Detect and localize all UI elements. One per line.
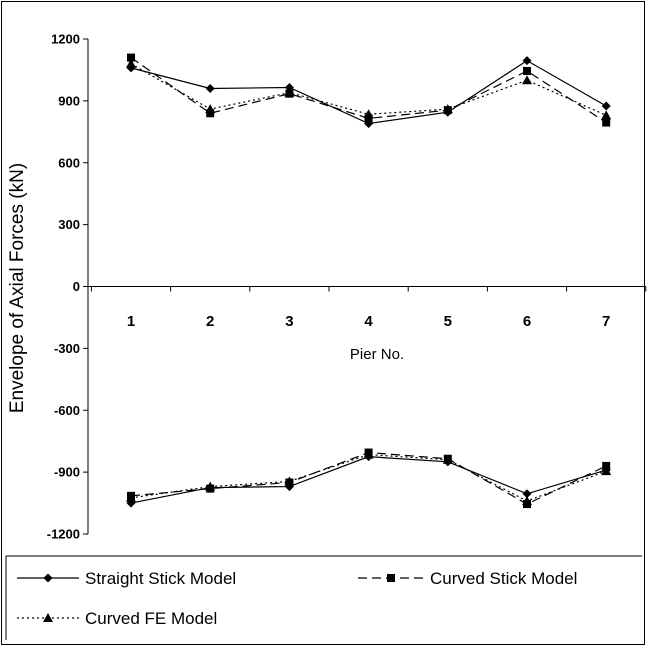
legend: Straight Stick Model Curved Stick Model Cu… [5, 555, 642, 640]
y-tick-label: -300 [54, 341, 80, 356]
y-tick-label: 300 [58, 217, 80, 232]
data-point-2-max-7 [602, 118, 611, 127]
y-tick-label: -1200 [47, 527, 80, 542]
x-tick-label: 4 [364, 313, 373, 330]
data-point-1-max-6 [522, 56, 532, 66]
data-point-3-min-7 [601, 466, 612, 476]
series-layer [126, 53, 612, 509]
data-point-3-min-6 [522, 496, 532, 505]
data-point-3-max-7 [601, 110, 612, 120]
data-point-3-min-1 [126, 492, 136, 502]
data-point-3-min-4 [363, 449, 374, 459]
legend-marker-3 [43, 613, 53, 622]
legend-label-1: Straight Stick Model [85, 569, 236, 588]
legend-marker-1 [43, 573, 53, 583]
x-tick-label: 6 [523, 313, 531, 330]
data-point-3-max-1 [126, 58, 136, 68]
axes: 1200 900 600 300 0 -300 -600 -900 -1200 1 2 3 4 5 6 7 [47, 32, 647, 542]
data-point-3-max-5 [442, 104, 453, 114]
y-tick-label: -600 [54, 403, 80, 418]
data-point-2-min-7 [602, 461, 611, 470]
data-point-3-max-2 [205, 104, 216, 114]
y-tick-label: 600 [58, 155, 80, 170]
x-tick-label: 5 [444, 313, 452, 330]
data-point-2-max-2 [206, 109, 215, 118]
data-point-3-min-3 [284, 476, 295, 486]
legend-label-2: Curved Stick Model [430, 569, 577, 588]
series-line-1-min [130, 456, 607, 504]
data-point-1-max-2 [205, 84, 215, 93]
y-tick-label: 900 [58, 93, 80, 108]
legend-marker-2 [387, 574, 395, 582]
y-tick-label: 0 [73, 279, 80, 294]
y-axis-label: Envelope of Axial Forces (kN) [7, 163, 28, 413]
series-line-3-min [130, 453, 607, 502]
x-tick-label: 7 [602, 313, 610, 330]
x-tick-label: 1 [127, 313, 135, 330]
data-point-1-max-7 [601, 101, 611, 111]
data-point-3-min-5 [442, 454, 453, 464]
data-point-2-max-1 [127, 53, 135, 62]
data-point-3-max-6 [522, 75, 532, 85]
data-point-3-min-2 [205, 481, 216, 491]
data-point-3-max-3 [284, 87, 295, 97]
y-tick-label: -900 [54, 465, 80, 480]
y-tick-label: 1200 [51, 32, 80, 47]
data-point-3-max-4 [363, 109, 374, 119]
x-axis-label: Pier No. [350, 346, 404, 363]
data-point-2-max-4 [364, 114, 373, 123]
data-point-1-min-6 [522, 489, 532, 499]
x-tick-label: 3 [285, 313, 293, 330]
x-tick-label: 2 [206, 313, 214, 330]
legend-label-3: Curved FE Model [85, 609, 217, 628]
data-point-2-max-6 [523, 66, 531, 75]
